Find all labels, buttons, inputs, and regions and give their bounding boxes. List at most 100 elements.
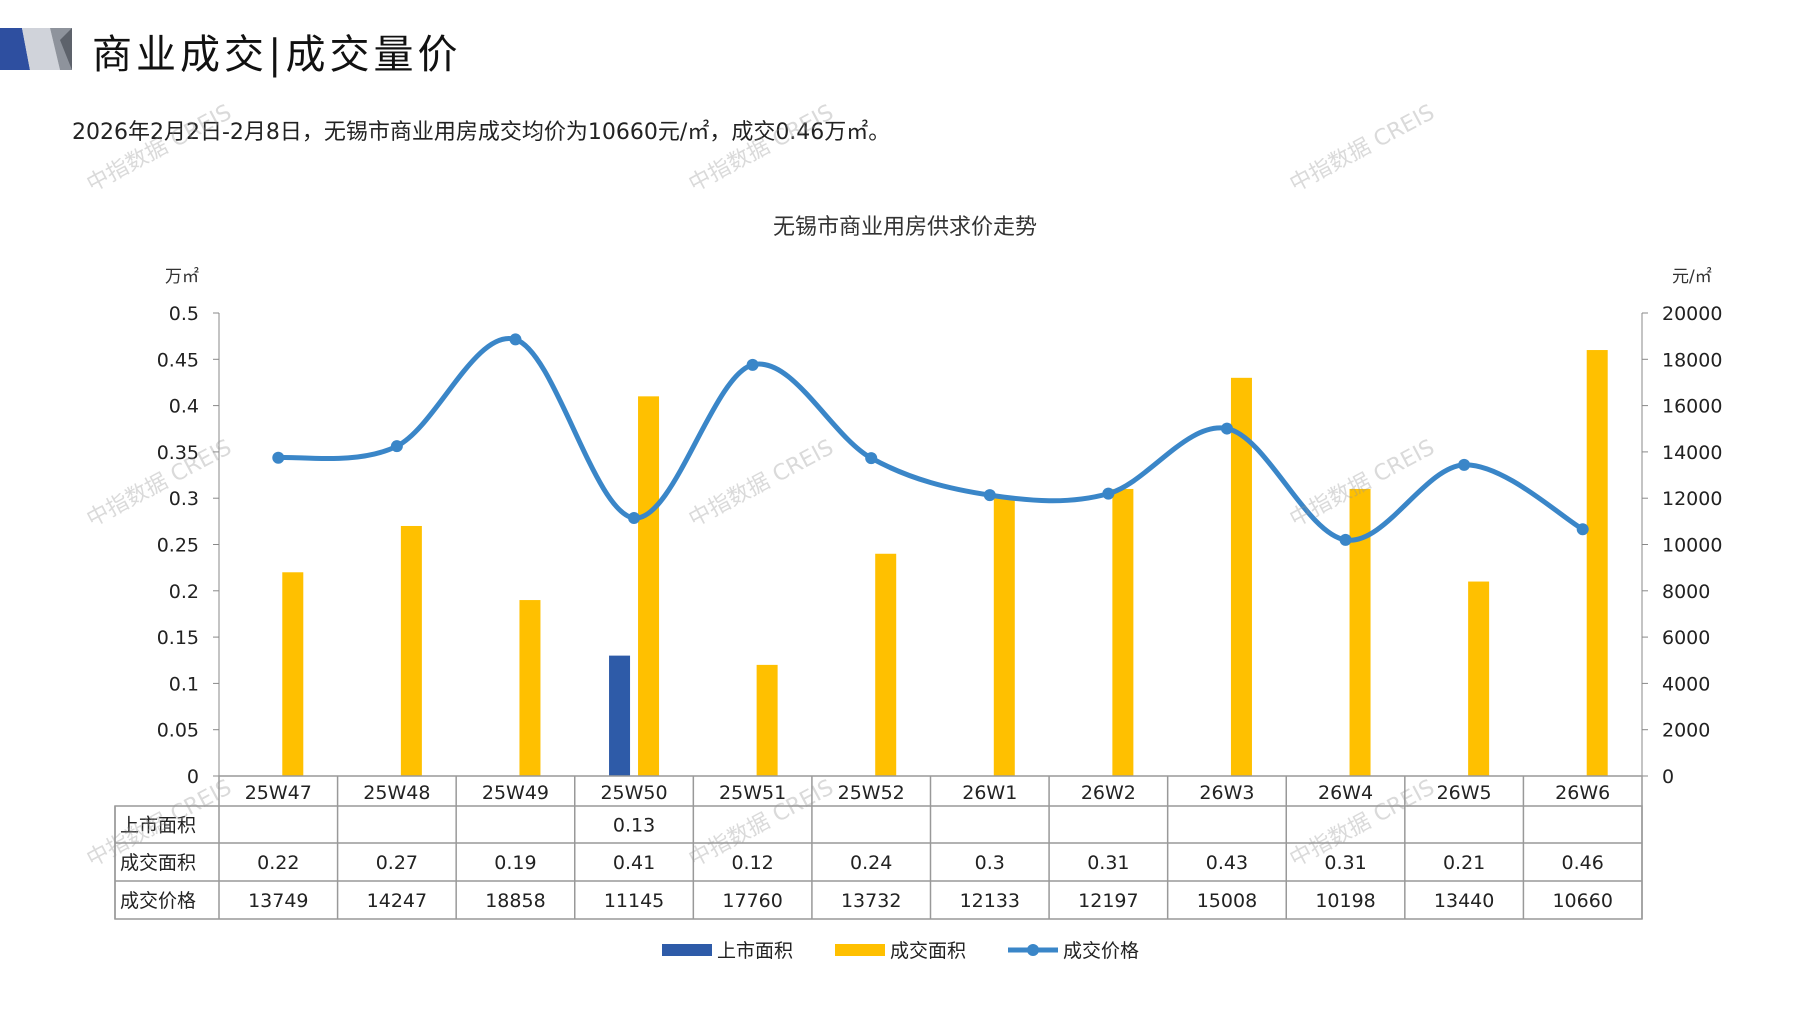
table-cell: 17760 bbox=[722, 890, 782, 912]
price-point-25W52 bbox=[865, 452, 878, 465]
legend-swatch-supply bbox=[662, 944, 712, 956]
table-cell: 13440 bbox=[1434, 890, 1494, 912]
bar-deal-area-26W5 bbox=[1468, 581, 1490, 776]
legend-label-price: 成交价格 bbox=[1063, 940, 1139, 962]
x-tick-label: 26W6 bbox=[1555, 782, 1610, 804]
y2-tick-label: 20000 bbox=[1662, 303, 1722, 325]
y2-tick-label: 18000 bbox=[1662, 349, 1722, 371]
table-cell: 0.22 bbox=[257, 852, 299, 874]
page-subtitle: 2026年2月2日-2月8日，无锡市商业用房成交均价为10660元/㎡，成交0.… bbox=[72, 120, 891, 145]
logo bbox=[0, 28, 72, 70]
chart-title: 无锡市商业用房供求价走势 bbox=[773, 215, 1037, 240]
y2-tick-label: 10000 bbox=[1662, 535, 1722, 557]
price-point-25W49 bbox=[509, 333, 522, 346]
bar-deal-area-26W3 bbox=[1230, 377, 1252, 776]
x-tick-label: 26W5 bbox=[1437, 782, 1492, 804]
price-point-26W5 bbox=[1458, 458, 1471, 471]
bar-deal-area-25W51 bbox=[756, 664, 778, 776]
y-tick-label: 0.25 bbox=[157, 535, 199, 557]
price-point-26W2 bbox=[1102, 487, 1115, 500]
y-tick-label: 0.4 bbox=[169, 396, 199, 418]
y-tick-label: 0 bbox=[187, 766, 199, 788]
price-point-25W47 bbox=[272, 451, 285, 464]
table-cell: 10660 bbox=[1552, 890, 1612, 912]
table-cell: 0.43 bbox=[1206, 852, 1248, 874]
bar-deal-area-25W47 bbox=[282, 572, 304, 776]
y-tick-label: 0.5 bbox=[169, 303, 199, 325]
table-cell: 0.41 bbox=[613, 852, 655, 874]
x-tick-label: 25W52 bbox=[838, 782, 905, 804]
y2-tick-label: 12000 bbox=[1662, 488, 1722, 510]
table-cell: 10198 bbox=[1315, 890, 1375, 912]
legend-label-supply: 上市面积 bbox=[717, 940, 793, 962]
x-tick-label: 26W4 bbox=[1318, 782, 1373, 804]
table-cell: 18858 bbox=[485, 890, 545, 912]
legend-label-deal-area: 成交面积 bbox=[890, 940, 966, 962]
y2-tick-label: 8000 bbox=[1662, 581, 1710, 603]
y2-tick-label: 16000 bbox=[1662, 396, 1722, 418]
table-cell: 13749 bbox=[248, 890, 308, 912]
page-title: 商业成交|成交量价 bbox=[92, 32, 462, 78]
table-cell: 12197 bbox=[1078, 890, 1138, 912]
bar-deal-area-26W4 bbox=[1349, 488, 1371, 776]
table-row-header: 成交价格 bbox=[120, 890, 196, 912]
table-row-header: 上市面积 bbox=[120, 815, 196, 837]
table-row-header: 成交面积 bbox=[120, 852, 196, 874]
legend-swatch-deal-area bbox=[835, 944, 885, 956]
price-line bbox=[278, 336, 1584, 543]
table-cell: 0.31 bbox=[1087, 852, 1129, 874]
y-tick-label: 0.15 bbox=[157, 627, 199, 649]
x-tick-label: 25W47 bbox=[245, 782, 312, 804]
bar-deal-area-25W52 bbox=[875, 553, 897, 776]
table-cell: 0.27 bbox=[376, 852, 418, 874]
price-point-25W48 bbox=[390, 440, 403, 453]
bar-deal-area-26W1 bbox=[993, 498, 1015, 776]
y2-axis-label: 元/㎡ bbox=[1672, 267, 1712, 287]
y-tick-label: 0.05 bbox=[157, 720, 199, 742]
table-cell: 0.31 bbox=[1324, 852, 1366, 874]
table-cell: 15008 bbox=[1197, 890, 1257, 912]
y2-tick-label: 14000 bbox=[1662, 442, 1722, 464]
x-tick-label: 26W1 bbox=[962, 782, 1017, 804]
table-cell: 0.46 bbox=[1562, 852, 1604, 874]
y2-tick-label: 2000 bbox=[1662, 720, 1710, 742]
legend-marker-price bbox=[1027, 944, 1039, 956]
bar-deal-area-26W6 bbox=[1586, 350, 1608, 776]
bar-deal-area-25W50 bbox=[638, 396, 660, 776]
bar-supply-25W50 bbox=[609, 655, 631, 776]
price-point-26W3 bbox=[1220, 422, 1233, 435]
x-tick-label: 25W49 bbox=[482, 782, 549, 804]
x-tick-label: 25W51 bbox=[719, 782, 786, 804]
x-tick-label: 26W2 bbox=[1081, 782, 1136, 804]
table-cell: 0.13 bbox=[613, 815, 655, 837]
y-tick-label: 0.45 bbox=[157, 349, 199, 371]
table-cell: 0.24 bbox=[850, 852, 892, 874]
table-cell: 12133 bbox=[960, 890, 1020, 912]
table-cell: 14247 bbox=[367, 890, 427, 912]
y2-tick-label: 0 bbox=[1662, 766, 1674, 788]
bar-deal-area-25W49 bbox=[519, 600, 541, 776]
y2-tick-label: 4000 bbox=[1662, 673, 1710, 695]
y-tick-label: 0.1 bbox=[169, 673, 199, 695]
price-point-25W50 bbox=[628, 511, 641, 524]
table-cell: 11145 bbox=[604, 890, 664, 912]
y-tick-label: 0.3 bbox=[169, 488, 199, 510]
y-axis-label: 万㎡ bbox=[165, 267, 199, 287]
price-point-26W6 bbox=[1576, 523, 1589, 536]
bar-deal-area-25W48 bbox=[400, 525, 422, 776]
y2-tick-label: 6000 bbox=[1662, 627, 1710, 649]
y-tick-label: 0.2 bbox=[169, 581, 199, 603]
price-point-25W51 bbox=[746, 358, 759, 371]
price-point-26W4 bbox=[1339, 533, 1352, 546]
table-cell: 0.19 bbox=[494, 852, 536, 874]
x-tick-label: 25W48 bbox=[363, 782, 430, 804]
y-tick-label: 0.35 bbox=[157, 442, 199, 464]
table-cell: 0.3 bbox=[975, 852, 1005, 874]
table-cell: 13732 bbox=[841, 890, 901, 912]
table-cell: 0.21 bbox=[1443, 852, 1485, 874]
price-point-26W1 bbox=[983, 489, 996, 502]
table-cell: 0.12 bbox=[731, 852, 773, 874]
x-tick-label: 26W3 bbox=[1199, 782, 1254, 804]
bar-deal-area-26W2 bbox=[1112, 488, 1134, 776]
